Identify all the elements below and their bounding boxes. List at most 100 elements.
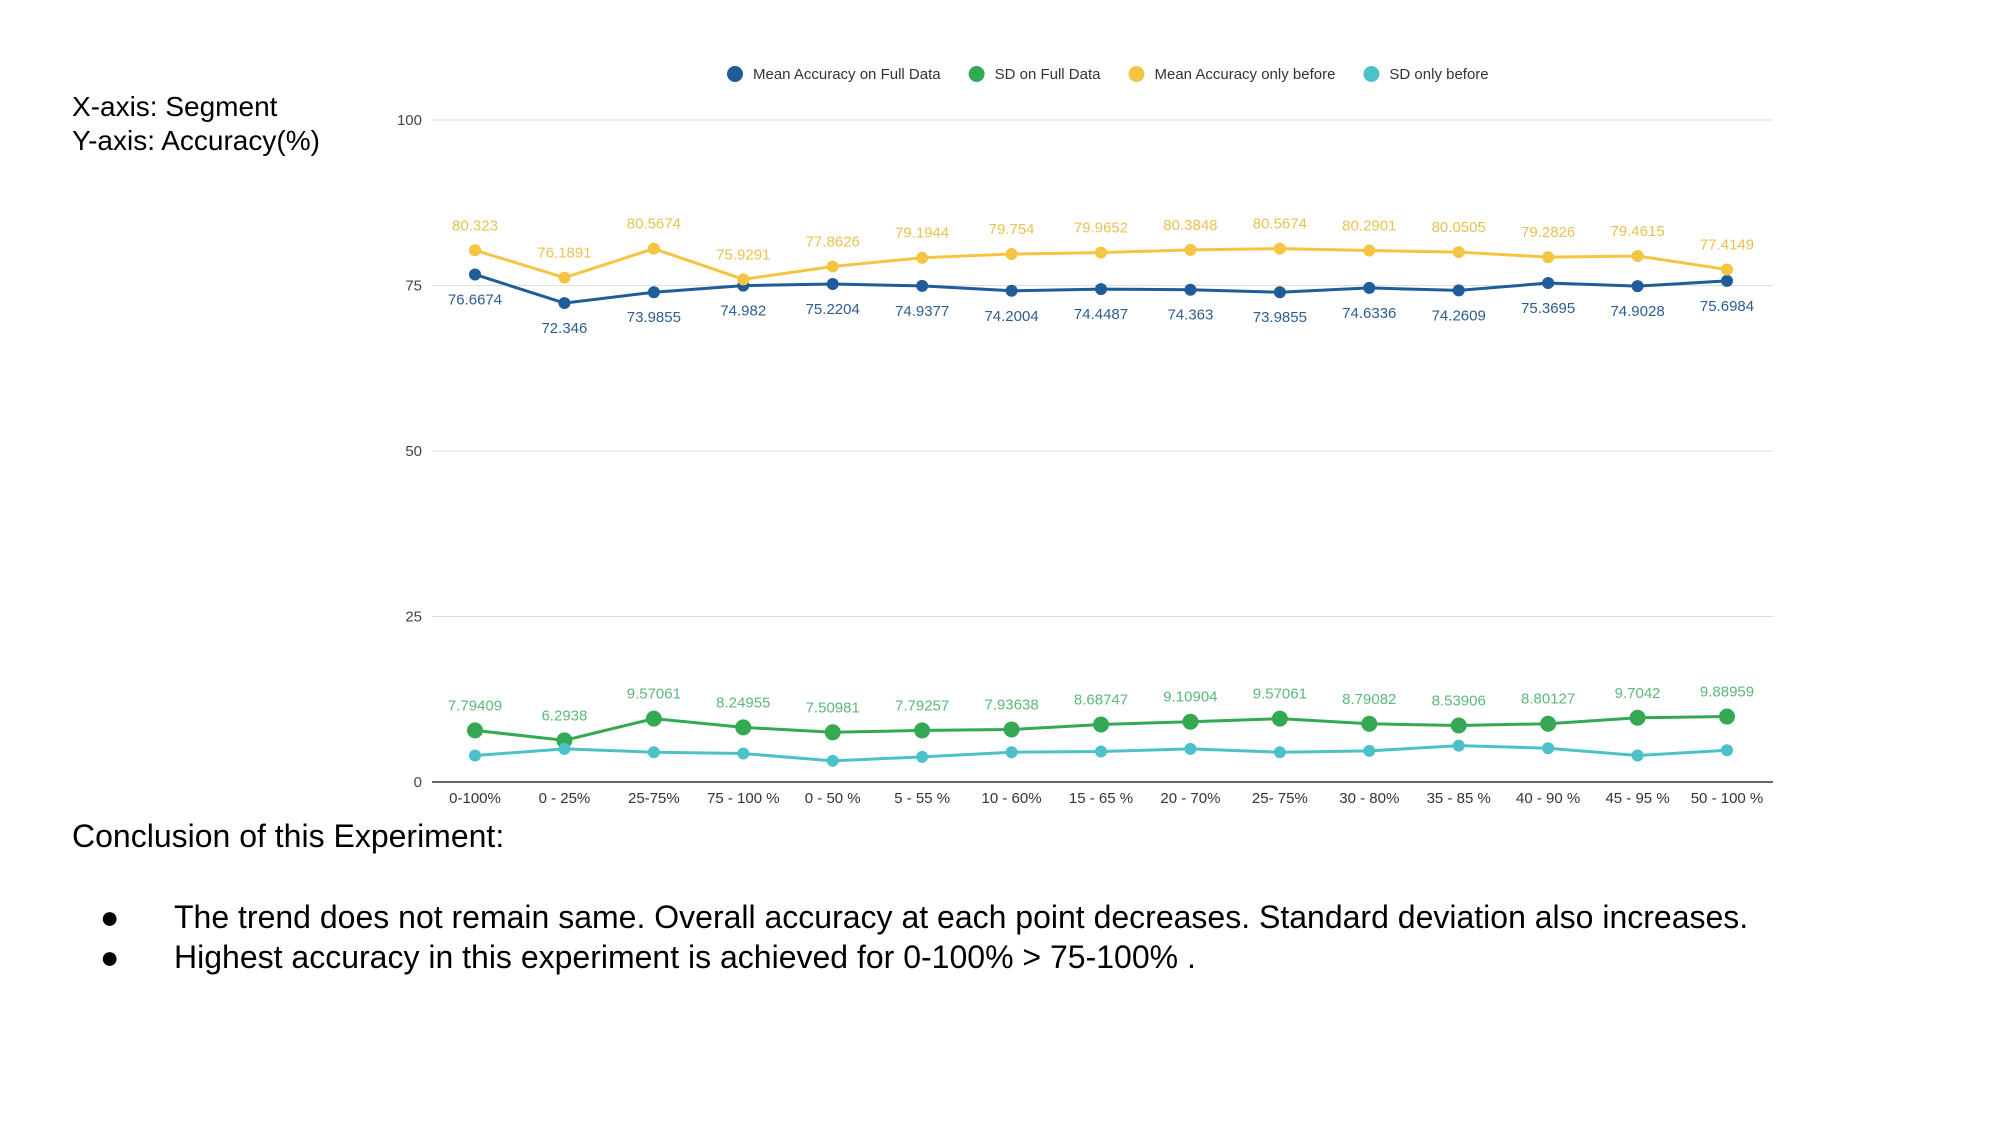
series-2 [469,242,1733,286]
data-point [826,278,839,291]
legend-label: SD only before [1389,66,1488,83]
chart-data-labels: 76.6674 72.346 73.9855 74.982 75.2204 74.9377… [448,216,1754,725]
legend-label: Mean Accuracy on Full Data [753,66,941,83]
data-point [1271,710,1288,727]
data-label: 9.57061 [1253,686,1307,703]
data-label: 80.323 [452,217,498,234]
data-point [556,732,573,749]
data-point [1542,742,1555,755]
bullet-text: The trend does not remain same. Overall … [174,899,1749,935]
legend-label: Mean Accuracy only before [1154,66,1335,83]
data-point [1631,249,1644,262]
chart-series [467,242,1735,767]
data-point [1003,721,1020,738]
y-axis-ticks: 0 25 50 75 100 [397,112,422,791]
data-label: 75.6984 [1700,298,1754,315]
data-point [469,244,481,257]
data-point [1452,246,1465,259]
data-label: 74.363 [1167,307,1213,324]
data-point [1719,708,1735,725]
data-label: 72.346 [541,320,587,337]
legend-item: SD on Full Data [968,66,1102,83]
data-point [1273,242,1286,255]
y-tick-label: 50 [405,443,422,460]
y-axis-note: Y-axis: Accuracy(%) [72,125,320,156]
legend-swatch [968,66,985,82]
x-tick-label: 15 - 65 % [1069,790,1133,807]
x-tick-label: 0 - 50 % [805,790,861,807]
series-3 [469,739,1733,767]
data-label: 73.9855 [1253,309,1307,326]
data-point [1005,284,1018,297]
data-point [1450,717,1467,734]
data-point [1361,715,1378,732]
data-point [558,742,571,755]
data-point [1363,244,1376,257]
data-label: 79.2826 [1521,224,1575,241]
data-point [914,722,931,739]
data-point [916,750,929,763]
data-point [1182,713,1199,730]
data-point [1273,746,1286,759]
data-point [1540,715,1557,732]
data-point [1005,248,1018,261]
data-point [1363,281,1376,294]
accuracy-line-chart: Mean Accuracy on Full Data SD on Full Dat… [397,66,1773,807]
chart-legend: Mean Accuracy on Full Data SD on Full Dat… [727,66,1489,83]
data-point [1095,283,1107,296]
data-label: 8.24955 [716,694,770,711]
data-label: 74.6336 [1342,305,1396,322]
legend-swatch [1128,66,1145,82]
conclusion-bullets: ● The trend does not remain same. Overall… [100,897,1748,977]
x-tick-label: 10 - 60% [982,790,1042,807]
data-label: 80.3848 [1163,217,1217,234]
x-tick-label: 25-75% [628,790,680,807]
data-label: 73.9855 [627,309,681,326]
y-tick-label: 25 [405,609,422,626]
legend-swatch [727,66,743,82]
x-tick-label: 35 - 85 % [1427,790,1491,807]
data-label: 6.2938 [541,707,587,724]
bullet-dot-icon: ● [100,939,120,975]
data-point [826,260,839,273]
data-label: 76.6674 [448,291,502,308]
x-tick-label: 0 - 25% [539,790,591,807]
data-point [1542,251,1555,264]
data-point [737,273,750,286]
data-label: 80.5674 [1253,216,1307,233]
data-point [916,251,929,264]
legend-swatch [1363,66,1380,82]
data-label: 74.9028 [1610,303,1664,320]
legend-label: SD on Full Data [995,66,1102,83]
data-point [735,719,752,736]
x-tick-label: 75 - 100 % [707,790,780,807]
data-label: 8.80127 [1521,691,1575,708]
data-point [1452,284,1465,297]
data-label: 79.4615 [1610,223,1664,240]
x-axis-ticks: 0-100% 0 - 25% 25-75% 75 - 100 % 0 - 50 % 5 -… [449,790,1763,807]
data-point [1721,274,1733,287]
data-point [1184,742,1197,755]
y-tick-label: 75 [405,278,422,295]
x-tick-label: 40 - 90 % [1516,790,1580,807]
data-label: 7.79409 [448,697,502,714]
conclusion-bullet-1: ● The trend does not remain same. Overall… [100,897,1748,937]
data-label: 77.8626 [806,234,860,251]
y-tick-label: 0 [414,774,422,791]
data-label: 79.754 [989,221,1035,238]
conclusion-title: Conclusion of this Experiment: [72,818,505,854]
data-point [1631,749,1644,762]
data-point [1721,744,1733,757]
data-label: 79.9652 [1074,220,1128,237]
data-label: 80.0505 [1432,219,1486,236]
data-label: 9.57061 [627,686,681,703]
data-label: 8.68747 [1074,691,1128,708]
data-point [1095,745,1107,758]
data-point [469,268,481,281]
axis-description: X-axis: Segment Y-axis: Accuracy(%) [72,90,320,158]
data-label: 8.79082 [1342,691,1396,708]
data-point [647,746,660,759]
bullet-dot-icon: ● [100,899,120,935]
data-label: 75.9291 [716,246,770,263]
x-tick-label: 20 - 70% [1160,790,1220,807]
